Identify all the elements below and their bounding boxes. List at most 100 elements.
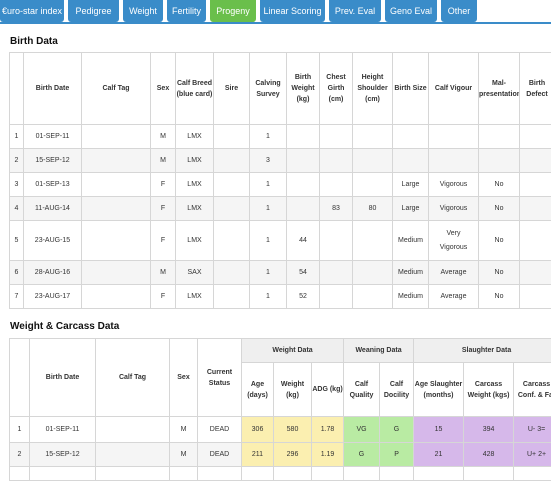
birth-date: 11-AUG-14 [24, 197, 82, 221]
height-shoulder: 80 [353, 197, 393, 221]
table-row [10, 467, 551, 481]
tab-geno-eval[interactable]: Geno Eval [385, 0, 437, 22]
header-weight: Weight (kg) [274, 363, 312, 417]
calf-vigour: Average [429, 261, 479, 285]
row-index: 3 [10, 173, 24, 197]
sex: M [151, 261, 176, 285]
birth-date: 01-SEP-11 [30, 417, 96, 443]
birth-defect [520, 125, 551, 149]
birth-defect [520, 173, 551, 197]
calf-tag [82, 125, 151, 149]
row-index: 2 [10, 149, 24, 173]
calf-breed: LMX [176, 221, 214, 261]
row-index: 1 [10, 417, 30, 443]
header-sex: Sex [151, 53, 176, 125]
calf-vigour: Vigorous [429, 197, 479, 221]
table-row: 1 01-SEP-11 M DEAD 306 580 1.78 VG G 15 … [10, 417, 551, 443]
sex: F [151, 197, 176, 221]
calf-tag [82, 149, 151, 173]
sex: M [151, 125, 176, 149]
malpresentation: No [479, 197, 520, 221]
birth-weight: 54 [287, 261, 320, 285]
table-row: 5 23-AUG-15 F LMX 1 44 Medium Very Vigor… [10, 221, 551, 261]
carcass-group-row: Birth Date Calf Tag Sex Current Status W… [10, 339, 551, 363]
cell [96, 467, 170, 481]
header-malpresentation: Mal-presentation [479, 53, 520, 125]
calf-vigour: Average [429, 285, 479, 309]
height-shoulder [353, 285, 393, 309]
birth-weight [287, 197, 320, 221]
tab-fertility[interactable]: Fertility [167, 0, 206, 22]
chest-girth [320, 149, 353, 173]
chest-girth [320, 173, 353, 197]
height-shoulder [353, 125, 393, 149]
header-sex: Sex [170, 339, 198, 417]
chest-girth: 83 [320, 197, 353, 221]
calving-survey: 1 [250, 197, 287, 221]
calving-survey: 3 [250, 149, 287, 173]
cell [344, 467, 380, 481]
birth-data-title: Birth Data [10, 36, 58, 47]
header-calving-survey: Calving Survey [250, 53, 287, 125]
current-status: DEAD [198, 417, 242, 443]
calf-tag [82, 285, 151, 309]
calf-tag [82, 261, 151, 285]
header-calf-breed: Calf Breed (blue card) [176, 53, 214, 125]
cell [312, 467, 344, 481]
sex: F [151, 285, 176, 309]
birth-date: 01-SEP-13 [24, 173, 82, 197]
tab-eurostar-index[interactable]: €uro-star index [0, 0, 64, 22]
calf-docility: P [380, 443, 414, 467]
tab-linear-scoring[interactable]: Linear Scoring [260, 0, 325, 22]
chest-girth [320, 261, 353, 285]
row-index: 2 [10, 443, 30, 467]
carcass-weight: 394 [464, 417, 514, 443]
sex: M [170, 443, 198, 467]
birth-size: Large [393, 197, 429, 221]
carcass-data-table: Birth Date Calf Tag Sex Current Status W… [9, 338, 551, 481]
calf-breed: LMX [176, 149, 214, 173]
header-calf-docility: Calf Docility [380, 363, 414, 417]
calving-survey: 1 [250, 125, 287, 149]
weight-kg: 296 [274, 443, 312, 467]
age-days: 306 [242, 417, 274, 443]
calving-survey: 1 [250, 285, 287, 309]
birth-size: Large [393, 173, 429, 197]
birth-size: Medium [393, 261, 429, 285]
table-row: 3 01-SEP-13 F LMX 1 Large Vigorous No [10, 173, 551, 197]
birth-weight [287, 125, 320, 149]
birth-data-table: Birth Date Calf Tag Sex Calf Breed (blue… [9, 52, 551, 309]
malpresentation: No [479, 285, 520, 309]
calf-breed: LMX [176, 197, 214, 221]
tab-weight[interactable]: Weight [123, 0, 163, 22]
carcass-data-title: Weight & Carcass Data [10, 321, 119, 332]
calf-breed: LMX [176, 285, 214, 309]
calf-vigour: Vigorous [429, 173, 479, 197]
calf-breed: LMX [176, 173, 214, 197]
calf-tag [82, 173, 151, 197]
carcass-conf: U+ 2+ [514, 443, 551, 467]
malpresentation: No [479, 221, 520, 261]
birth-defect [520, 285, 551, 309]
header-birth-weight: Birth Weight (kg) [287, 53, 320, 125]
table-row: 6 28-AUG-16 M SAX 1 54 Medium Average No [10, 261, 551, 285]
sex: F [151, 173, 176, 197]
tab-underline [0, 22, 551, 24]
group-weaning-data: Weaning Data [344, 339, 414, 363]
row-index: 6 [10, 261, 24, 285]
tab-pedigree[interactable]: Pedigree [68, 0, 119, 22]
tab-prev-eval[interactable]: Prev. Eval [329, 0, 381, 22]
birth-date: 23-AUG-17 [24, 285, 82, 309]
row-index: 7 [10, 285, 24, 309]
tab-other[interactable]: Other [441, 0, 477, 22]
calf-vigour [429, 125, 479, 149]
header-birth-size: Birth Size [393, 53, 429, 125]
tab-progeny[interactable]: Progeny [210, 0, 256, 22]
calf-tag [96, 417, 170, 443]
header-carcass-weight: Carcass Weight (kgs) [464, 363, 514, 417]
calving-survey: 1 [250, 173, 287, 197]
birth-size [393, 149, 429, 173]
sex: M [151, 149, 176, 173]
weight-kg: 580 [274, 417, 312, 443]
age-days: 211 [242, 443, 274, 467]
